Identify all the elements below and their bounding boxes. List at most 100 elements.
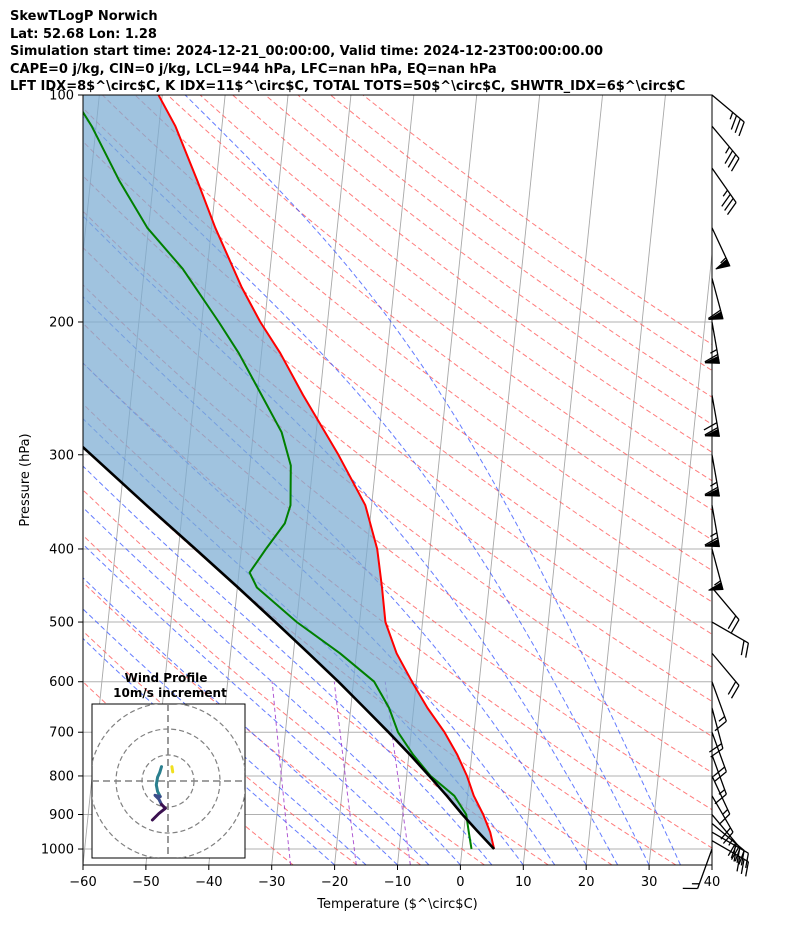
- wind-barb: [708, 548, 724, 591]
- dry-adiabat-line: [102, 95, 712, 571]
- wind-barb: [704, 505, 720, 548]
- barb-full: [682, 887, 698, 890]
- barb-full: [745, 861, 750, 877]
- moist-adiabat-line: [83, 543, 430, 865]
- mixing-ratio-line: [271, 681, 292, 865]
- barb-half: [722, 189, 729, 197]
- x-tick-label: −50: [132, 875, 159, 890]
- y-tick-label: 700: [49, 726, 74, 741]
- isotherm-line: [711, 860, 712, 865]
- barb-shaft: [711, 732, 727, 772]
- sounding-layer: [83, 95, 496, 850]
- x-tick-label: −60: [69, 875, 96, 890]
- cin-shaded-area: [83, 95, 495, 849]
- barb-shaft: [711, 587, 740, 621]
- moist-adiabat-line: [83, 115, 650, 865]
- wind-barb: [704, 454, 720, 497]
- y-tick-label: 800: [49, 769, 74, 784]
- wind-barb: [711, 94, 745, 137]
- barb-full: [727, 842, 737, 857]
- y-tick-label: 100: [49, 89, 74, 104]
- hodograph-subtitle: 10m/s increment: [113, 686, 227, 700]
- isotherm-line: [648, 249, 712, 865]
- barb-shaft: [711, 621, 749, 644]
- barb-shaft: [711, 775, 731, 815]
- barb-full: [704, 426, 719, 436]
- mixing-ratio-line: [384, 681, 411, 865]
- barb-half: [718, 716, 726, 722]
- dry-adiabat-line: [330, 95, 712, 372]
- wind-barb: [711, 652, 740, 699]
- barb-full: [704, 353, 719, 363]
- y-axis-title: Pressure (hPa): [18, 433, 33, 526]
- dry-adiabat-line: [83, 322, 712, 811]
- barb-half: [721, 809, 729, 816]
- barb-full: [704, 486, 719, 496]
- x-tick-label: −40: [195, 875, 222, 890]
- barb-full: [727, 615, 737, 630]
- hodograph-trace: [150, 765, 175, 822]
- barb-half: [710, 348, 718, 354]
- barb-full: [724, 198, 734, 211]
- barb-full: [727, 681, 737, 695]
- hodograph-segment: [170, 765, 175, 774]
- dry-adiabat-line: [297, 95, 712, 398]
- isotherm-line: [459, 95, 541, 865]
- times-line: Simulation start time: 2024-12-21_00:00:…: [10, 44, 603, 59]
- y-tick-label: 300: [49, 448, 74, 463]
- barb-half: [729, 112, 734, 120]
- moist-adiabat-line: [83, 506, 461, 865]
- indices-line: LFT IDX=8$^\circ$C, K IDX=11$^\circ$C, T…: [10, 79, 686, 94]
- moist-adiabat-line: [83, 637, 335, 865]
- dry-adiabat-line: [83, 489, 549, 865]
- hodograph-segment: [153, 793, 163, 806]
- x-tick-label: 0: [456, 875, 464, 890]
- barb-full: [736, 856, 741, 872]
- barb-shaft: [697, 848, 713, 889]
- isotherm-line: [585, 95, 666, 865]
- isotherm-line: [775, 95, 794, 865]
- barb-full: [707, 309, 721, 320]
- barb-full: [738, 850, 745, 865]
- barb-full: [734, 847, 741, 862]
- wind-barb: [711, 775, 731, 825]
- barb-full: [740, 640, 745, 656]
- x-tick-label: 10: [515, 875, 532, 890]
- barb-full: [703, 422, 718, 431]
- axes-layer: −60 −50 −40 −30 −20 −10 0 10 20 30 40 1000 900 800 700…: [18, 89, 720, 913]
- isotherm-line: [334, 95, 415, 865]
- barb-half: [691, 883, 700, 885]
- barb-full: [745, 853, 750, 868]
- barb-half: [720, 257, 727, 264]
- barb-full: [720, 827, 731, 840]
- barb-full: [724, 150, 734, 164]
- x-tick-label: −20: [321, 875, 348, 890]
- y-tick-label: 1000: [41, 843, 74, 858]
- y-tick-label: 400: [49, 542, 74, 557]
- barb-half: [728, 838, 734, 846]
- isotherm-line: [522, 95, 603, 865]
- barb-full: [730, 685, 740, 699]
- chart-header: SkewTLogP Norwich Lat: 52.68 Lon: 1.28 S…: [10, 8, 685, 96]
- barb-half: [710, 532, 718, 538]
- y-tick-label: 900: [49, 808, 74, 823]
- dry-adiabat-line: [199, 95, 712, 482]
- wind-barb: [711, 795, 734, 844]
- barb-full: [730, 846, 740, 860]
- y-tick-label: 500: [49, 616, 74, 631]
- hodograph-title: Wind Profile: [125, 671, 208, 685]
- barb-full: [704, 537, 719, 546]
- x-tick-label: 30: [641, 875, 658, 890]
- x-tick-label: −10: [384, 875, 411, 890]
- barb-full: [730, 843, 738, 859]
- wind-barb: [682, 848, 713, 890]
- temperature-line: [157, 95, 496, 850]
- wind-barb: [711, 754, 727, 805]
- barb-full: [727, 154, 737, 168]
- mixing-ratio-line: [333, 681, 357, 865]
- wind-barb: [707, 278, 724, 321]
- barb-full: [714, 771, 727, 782]
- barb-full: [738, 121, 745, 137]
- wind-barb: [711, 227, 731, 270]
